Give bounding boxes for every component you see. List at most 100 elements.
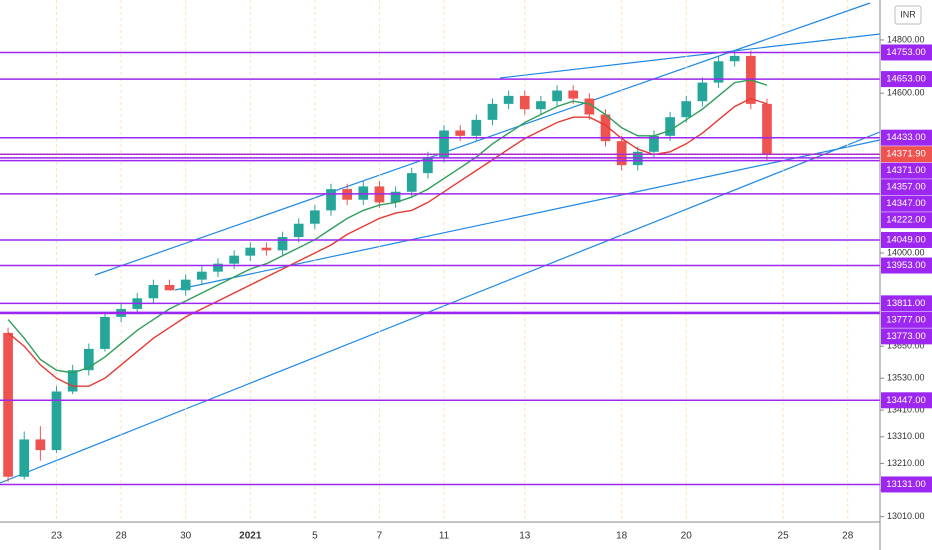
level-label-box	[881, 257, 932, 274]
level-label: 14371.90	[886, 149, 926, 160]
currency-box[interactable]	[894, 5, 922, 25]
candle-body	[697, 82, 708, 102]
y-tick-label: 13410.00	[887, 405, 925, 415]
moving-average	[7, 79, 768, 374]
candle-body	[196, 271, 207, 280]
candle-body	[245, 247, 256, 256]
x-tick-label: 25	[778, 531, 790, 542]
candle-body	[19, 439, 30, 477]
x-tick-label: 5	[312, 531, 318, 542]
level-label-box	[881, 129, 932, 146]
candle-body	[67, 370, 78, 392]
candle-body	[471, 119, 482, 136]
y-tick-label: 14800.00	[887, 34, 925, 44]
x-tick-label: 30	[180, 531, 192, 542]
y-tick-label: 13310.00	[887, 431, 925, 441]
level-label-box	[881, 328, 932, 345]
candle-body	[261, 247, 272, 251]
x-tick-label: 2021	[239, 531, 262, 542]
candle-body	[310, 210, 320, 224]
y-tick-label: 14600.00	[887, 88, 925, 98]
candle-body	[552, 90, 562, 102]
candle-body	[293, 223, 304, 238]
x-tick-label: 28	[842, 531, 854, 542]
level-label: 14753.00	[886, 47, 926, 58]
level-label: 14357.00	[886, 182, 926, 193]
candle-body	[600, 114, 611, 142]
candle-body	[439, 130, 449, 158]
level-label-box	[881, 195, 932, 212]
candle-body	[3, 332, 13, 477]
level-label: 14222.00	[886, 215, 926, 226]
level-label-box	[881, 392, 932, 409]
level-label: 13777.00	[886, 314, 926, 325]
x-tick-label: 23	[51, 531, 63, 542]
candle-body	[665, 117, 675, 136]
candle-body	[681, 101, 692, 118]
candle-body	[584, 98, 595, 115]
candle-body	[229, 255, 239, 264]
level-label: 14433.00	[886, 132, 926, 143]
candle-body	[487, 103, 498, 120]
level-label-box	[881, 162, 932, 179]
candle-body	[148, 284, 159, 299]
level-label: 14653.00	[886, 74, 926, 85]
trend-line	[94, 2, 871, 276]
y-tick-label: 13650.00	[887, 341, 925, 351]
candle-body	[762, 103, 772, 154]
level-label: 13953.00	[886, 260, 926, 271]
y-tick-label: 13530.00	[887, 373, 925, 383]
price-axis	[880, 0, 932, 550]
x-tick-label: 11	[439, 531, 450, 542]
candle-body	[358, 186, 369, 200]
level-label: 13131.00	[886, 479, 926, 490]
x-tick-label: 18	[616, 531, 628, 542]
candle-body	[35, 439, 46, 451]
candle-body	[180, 279, 191, 291]
candle-body	[616, 141, 627, 166]
candle-body	[423, 157, 433, 174]
level-label: 13811.00	[887, 298, 926, 309]
level-label: 13773.00	[886, 331, 926, 342]
candle-body	[519, 95, 530, 110]
candle-body	[83, 348, 94, 371]
candle-body	[213, 263, 223, 272]
plot-area	[0, 0, 880, 522]
currency: INR	[900, 9, 916, 19]
level-label-box	[881, 311, 932, 328]
level-label: 14347.00	[886, 198, 926, 209]
candle-body	[649, 135, 659, 152]
candle-body	[51, 391, 62, 451]
x-tick-label: 7	[377, 531, 383, 542]
x-tick-label: 13	[519, 531, 531, 542]
candle-body	[713, 61, 724, 83]
level-label: 14049.00	[886, 234, 926, 245]
x-tick-label: 20	[681, 531, 693, 542]
candle-body	[536, 101, 546, 110]
candle-body	[568, 90, 579, 99]
level-label-box	[881, 295, 932, 312]
candle-body	[503, 95, 514, 104]
candle-body	[406, 173, 417, 192]
x-tick-label: 28	[116, 531, 128, 542]
candle-body	[277, 237, 288, 251]
level-label-box	[881, 179, 932, 196]
level-label-box	[881, 212, 932, 229]
level-label-box	[881, 231, 932, 248]
candle-body	[164, 284, 175, 291]
y-tick-label: 14000.00	[887, 247, 925, 257]
level-label: 13447.00	[886, 395, 926, 406]
candle-body	[326, 189, 336, 211]
level-label: 14371.00	[886, 165, 926, 176]
y-tick-label: 13010.00	[887, 511, 925, 521]
candle-body	[455, 130, 466, 136]
candle-body	[390, 191, 401, 203]
trend-line	[0, 131, 880, 484]
time-axis	[0, 522, 880, 550]
candle-body	[729, 55, 740, 62]
moving-average	[7, 97, 768, 387]
